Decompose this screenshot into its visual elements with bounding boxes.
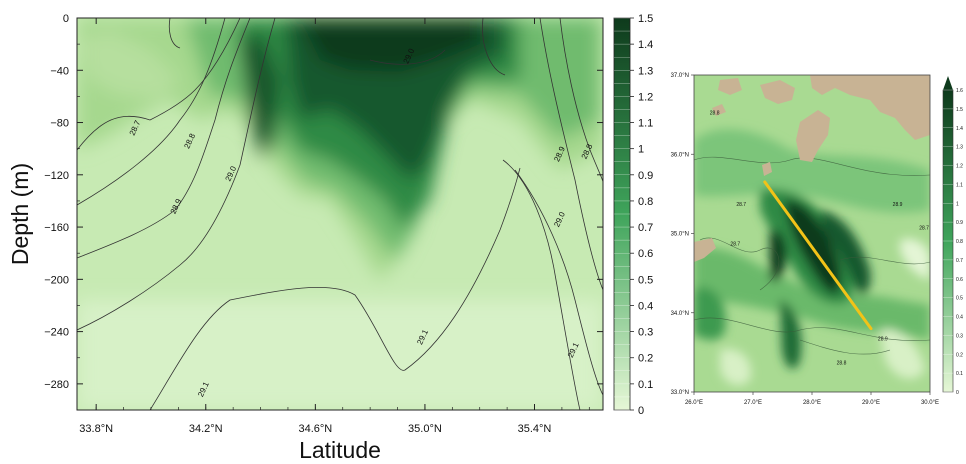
section-x-tick-label: 35.4°N	[518, 423, 552, 435]
section-contours	[77, 18, 603, 410]
section-colorbar-ticks: 0 0.1 0.2 0.3 0.4 0.5 0.6 0.7 0.8 0.9 1 1.1 1.2 1.3 1.…	[614, 13, 653, 417]
map-contour-label: 28.8	[837, 360, 847, 366]
section-y-tick-label: −120	[44, 170, 69, 182]
map-contour-label: 28.9	[878, 336, 888, 342]
map-colorbar-tick-label: 0.9	[956, 220, 963, 226]
map-colorbar-tick-label: 1.1	[956, 182, 963, 188]
section-x-tick-label: 34.6°N	[298, 423, 332, 435]
section-colorbar-tick-label: 0	[638, 405, 644, 417]
map-colorbar-tick-label: 0.4	[956, 315, 963, 321]
map-colorbar-tick-label: 0.1	[956, 371, 963, 377]
section-colorbar-tick-label: 1.2	[638, 91, 653, 103]
map-contour-labels: 28.8 28.7 28.9 28.7 28.7 28.9 28.8	[710, 111, 929, 367]
map-land	[694, 75, 930, 262]
map-colorbar-tick-label: 0.3	[956, 333, 963, 339]
section-field	[77, 18, 603, 410]
map-x-tick-label: 27.0°E	[744, 400, 762, 406]
map-field	[694, 75, 930, 392]
colorbar-extend-arrow-icon	[943, 76, 953, 90]
map-colorbar: 0 0.1 0.2 0.3 0.4 0.5 0.6 0.7 0.8 0.9 1 1.1 1.2 1.3 1.…	[942, 76, 963, 396]
section-colorbar-tick-label: 0.5	[638, 274, 653, 286]
section-colorbar-tick-label: 0.8	[638, 196, 653, 208]
map-colorbar-tick-label: 0.2	[956, 352, 963, 358]
map-colorbar-tick-label: 0.6	[956, 277, 963, 283]
map-colorbar-tick-label: 1.4	[956, 126, 963, 132]
map-y-tick-label: 34.0°N	[671, 311, 689, 317]
section-colorbar-tick-label: 1	[638, 144, 644, 156]
map-colorbar-tick-label: 1.6	[956, 88, 963, 94]
section-colorbar: 0 0.1 0.2 0.3 0.4 0.5 0.6 0.7 0.8 0.9 1 1.1 1.2 1.3 1.…	[613, 13, 653, 417]
map-plot: 26.0°E 27.0°E 28.0°E 29.0°E 30.0°E 33.0°N 34.0…	[671, 73, 964, 406]
map-contour-label: 28.7	[736, 202, 746, 208]
section-y-tick-label: −80	[50, 118, 69, 130]
map-y-tick-label: 37.0°N	[671, 73, 689, 79]
section-colorbar-tick-label: 0.3	[638, 327, 653, 339]
map-contour-label: 28.9	[893, 202, 903, 208]
map-colorbar-tick-label: 1.5	[956, 107, 963, 113]
section-colorbar-tick-label: 0.7	[638, 222, 653, 234]
transect-line	[763, 180, 873, 331]
map-colorbar-tick-label: 0	[956, 390, 959, 396]
section-y-axis-label: Depth (m)	[7, 163, 33, 265]
section-y-tick-label: −200	[44, 274, 69, 286]
section-y-tick-label: −40	[50, 65, 69, 77]
map-contour-label: 28.7	[919, 226, 929, 232]
section-x-tick-label: 34.2°N	[189, 423, 223, 435]
map-axis-ticks: 26.0°E 27.0°E 28.0°E 29.0°E 30.0°E 33.0°N 34.0…	[671, 73, 939, 406]
section-x-tick-label: 35.0°N	[408, 423, 442, 435]
section-y-tick-label: −160	[44, 222, 69, 234]
map-y-tick-label: 36.0°N	[671, 152, 689, 158]
section-x-axis-label: Latitude	[299, 437, 381, 463]
map-contour-label: 28.8	[710, 111, 720, 117]
map-colorbar-tick-label: 0.7	[956, 258, 963, 264]
map-colorbar-tick-label: 0.5	[956, 296, 963, 302]
section-colorbar-tick-label: 1.4	[638, 39, 653, 51]
section-colorbar-tick-label: 1.3	[638, 65, 653, 77]
section-colorbar-tick-label: 1.5	[638, 13, 653, 25]
section-y-tick-label: −240	[44, 327, 69, 339]
section-axis-ticks: 33.8°N 34.2°N 34.6°N 35.0°N 35.4°N 0 −40 −80 −12…	[44, 13, 603, 435]
section-colorbar-tick-label: 0.1	[638, 379, 653, 391]
section-plot: 33.8°N 34.2°N 34.6°N 35.0°N 35.4°N 0 −40 −80 −12…	[7, 13, 653, 463]
section-colorbar-tick-label: 1.1	[638, 118, 653, 130]
section-colorbar-tick-label: 0.6	[638, 248, 653, 260]
section-x-tick-label: 33.8°N	[79, 423, 113, 435]
map-x-tick-label: 29.0°E	[862, 400, 880, 406]
section-colorbar-tick-label: 0.9	[638, 170, 653, 182]
section-y-tick-label: 0	[63, 13, 69, 25]
map-y-tick-label: 35.0°N	[671, 232, 689, 238]
map-colorbar-tick-label: 0.8	[956, 239, 963, 245]
section-y-tick-label: −280	[44, 379, 69, 391]
section-colorbar-tick-label: 0.4	[638, 300, 653, 312]
map-colorbar-ticks: 0 0.1 0.2 0.3 0.4 0.5 0.6 0.7 0.8 0.9 1 1.1 1.2 1.3 1.…	[943, 88, 963, 396]
map-colorbar-tick-label: 1	[956, 201, 959, 207]
map-colorbar-tick-label: 1.2	[956, 164, 963, 170]
map-colorbar-tick-label: 1.3	[956, 145, 963, 151]
section-colorbar-tick-label: 0.2	[638, 353, 653, 365]
map-x-tick-label: 30.0°E	[921, 400, 939, 406]
map-x-tick-label: 28.0°E	[803, 400, 821, 406]
map-y-tick-label: 33.0°N	[671, 390, 689, 396]
map-x-tick-label: 26.0°E	[685, 400, 703, 406]
map-contour-label: 28.7	[730, 241, 740, 247]
